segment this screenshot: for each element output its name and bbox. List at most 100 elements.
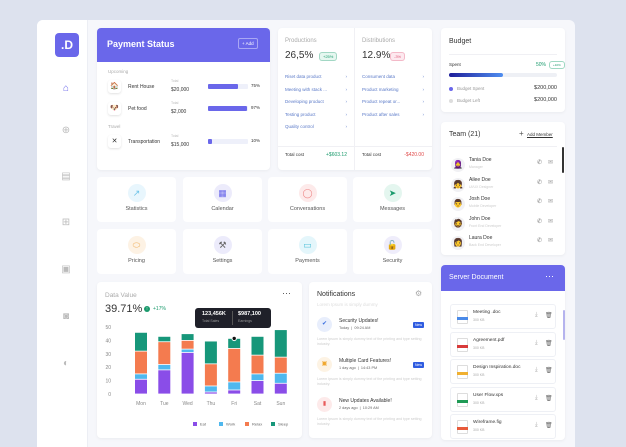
mail-icon[interactable]: ✉ [548, 199, 554, 205]
home-icon[interactable]: ⌂ [62, 82, 70, 94]
notification-time: Today | 09:24 AM [339, 326, 371, 330]
bar-relax-mon[interactable] [135, 351, 147, 374]
bar-work-sat[interactable] [251, 374, 264, 381]
bar-work-tue[interactable] [158, 364, 171, 370]
document-item[interactable]: Agreement.pdf 300 KB ⤓ 🗑 [450, 331, 556, 357]
mail-icon[interactable]: ✉ [548, 160, 554, 166]
item-label: Testing product [285, 111, 316, 117]
download-icon[interactable]: ⤓ [535, 394, 538, 401]
download-icon[interactable]: ⤓ [535, 312, 538, 318]
document-item[interactable]: Wireframe.fig 300 KB ⤓ 🗑 [450, 414, 556, 439]
tile-payments[interactable]: ▭ Payments [268, 229, 347, 274]
bar-work-fri[interactable] [228, 382, 241, 390]
bar-sleep-thu[interactable] [204, 341, 217, 364]
mail-icon[interactable]: ✉ [548, 179, 554, 186]
bar-work-wed[interactable] [181, 349, 194, 353]
bar-relax-sat[interactable] [251, 355, 264, 374]
more-icon[interactable]: ⋯ [545, 271, 554, 281]
plus-icon[interactable]: + [519, 129, 524, 138]
bar-eat-wed[interactable] [181, 352, 194, 394]
distributions-item[interactable]: Consument data › [362, 74, 424, 79]
payment-row[interactable]: 🐶 Pet food Total $2,000 97% [97, 101, 270, 123]
grid-icon[interactable]: ⊞ [61, 216, 71, 228]
mail-icon[interactable]: ✉ [548, 238, 554, 244]
notification-item[interactable]: ✔ Security Updates! Today | 09:24 AM New… [309, 315, 432, 353]
notification-item[interactable]: ▮ New Updates Available! 2 days ago | 10… [309, 395, 432, 433]
trash-icon[interactable]: 🗑 [545, 313, 553, 319]
inbox-icon[interactable]: ▣ [61, 263, 71, 275]
download-icon[interactable]: ⤓ [535, 422, 538, 428]
bar-relax-thu[interactable] [204, 364, 217, 386]
team-member[interactable]: 👨 Josh Doe Mobile Developer ✆ ✉ [451, 195, 557, 215]
bar-eat-tue[interactable] [158, 370, 171, 394]
gear-icon[interactable]: ⚙ [415, 289, 423, 298]
add-member-link[interactable]: Add Member [527, 132, 553, 137]
productions-item[interactable]: Riset data product › [285, 74, 347, 79]
bar-sleep-fri[interactable] [228, 338, 241, 349]
tile-security[interactable]: 🔓 Security [353, 229, 432, 274]
bar-relax-tue[interactable] [158, 342, 171, 365]
trash-icon[interactable]: 🗑 [545, 368, 553, 374]
scrollbar[interactable] [563, 310, 565, 340]
tile-messages[interactable]: ➤ Messages [353, 177, 432, 222]
bar-relax-wed[interactable] [181, 340, 194, 349]
bar-relax-sun[interactable] [274, 357, 287, 373]
bar-eat-thu[interactable] [204, 392, 217, 394]
bar-eat-mon[interactable] [135, 379, 147, 394]
phone-icon[interactable]: ✆ [537, 218, 543, 225]
more-icon[interactable]: ⋯ [282, 288, 291, 298]
user-icon[interactable]: ◙ [62, 310, 70, 322]
payment-row[interactable]: 🏠 Rent House Total $20,000 75% [97, 79, 270, 101]
distributions-item[interactable]: Product after sales › [362, 112, 424, 117]
document-item[interactable]: Meeting .doc 300 KB ⤓ 🗑 [450, 304, 556, 329]
bar-work-mon[interactable] [135, 374, 147, 379]
tile-conversations[interactable]: ◯ Conversations [268, 177, 347, 222]
payment-row[interactable]: ✕ Transportation Total $15,000 10% [97, 134, 270, 156]
logo[interactable]: .D [55, 33, 79, 57]
add-button[interactable]: + Add [238, 38, 258, 49]
tile-settings[interactable]: ⚒ Settings [183, 229, 262, 274]
productions-item[interactable]: Testing product › [285, 112, 347, 117]
trash-icon[interactable]: 🗑 [545, 423, 553, 429]
phone-icon[interactable]: ✆ [537, 199, 543, 205]
productions-item[interactable]: Quality control › [285, 124, 347, 129]
download-icon[interactable]: ⤓ [535, 339, 538, 346]
scrollbar[interactable] [562, 147, 564, 173]
bar-sleep-mon[interactable] [135, 332, 147, 351]
bar-sleep-wed[interactable] [181, 334, 194, 340]
productions-item[interactable]: Developing product › [285, 99, 347, 104]
team-member[interactable]: 🧔 John Doe Front End Developer ✆ ✉ [451, 215, 557, 235]
avatar: 🧕 [451, 158, 465, 172]
plus-circle-icon[interactable]: ⊕ [61, 124, 71, 136]
notification-item[interactable]: ▣ Multiple Card Features! 1 day ago | 14… [309, 355, 432, 393]
bar-eat-fri[interactable] [228, 390, 241, 394]
tile-statistics[interactable]: ↗ Statistics [97, 177, 176, 222]
phone-icon[interactable]: ✆ [537, 238, 543, 244]
phone-icon[interactable]: ✆ [537, 160, 543, 166]
mail-icon[interactable]: ✉ [548, 218, 554, 225]
productions-item[interactable]: Meeting with stack ... › [285, 87, 347, 92]
team-member[interactable]: 🧕 Tania Doe Manager ✆ ✉ [451, 156, 557, 176]
bar-work-thu[interactable] [204, 386, 217, 392]
bar-relax-fri[interactable] [228, 348, 241, 382]
phone-icon[interactable]: ✆ [537, 179, 543, 186]
team-member[interactable]: 👩 Laura Doe Back End Developer ✆ ✉ [451, 234, 557, 254]
bar-eat-sat[interactable] [251, 381, 264, 394]
bar-eat-sun[interactable] [274, 383, 287, 394]
id-card-icon[interactable]: ▤ [61, 170, 71, 182]
trash-icon[interactable]: 🗑 [545, 340, 553, 347]
document-item[interactable]: User Flow.xps 300 KB ⤓ 🗑 [450, 386, 556, 412]
bar-work-sun[interactable] [274, 373, 287, 383]
distributions-item[interactable]: Product repeat or... › [362, 99, 424, 104]
distributions-item[interactable]: Product marketing › [362, 87, 424, 92]
bar-sleep-tue[interactable] [158, 336, 171, 342]
tile-pricing[interactable]: ⬭ Pricing [97, 229, 176, 274]
bar-sleep-sat[interactable] [251, 336, 264, 355]
trash-icon[interactable]: 🗑 [545, 395, 553, 402]
half-moon-icon[interactable]: ◐ [62, 357, 70, 369]
team-member[interactable]: 👧 Ailee Doe UI/UX Designer ✆ ✉ [451, 176, 557, 196]
document-item[interactable]: Design Inspiration.doc 300 KB ⤓ 🗑 [450, 359, 556, 384]
download-icon[interactable]: ⤓ [535, 367, 538, 373]
tile-calendar[interactable]: ▦ Calendar [183, 177, 262, 222]
bar-sleep-sun[interactable] [274, 330, 287, 357]
